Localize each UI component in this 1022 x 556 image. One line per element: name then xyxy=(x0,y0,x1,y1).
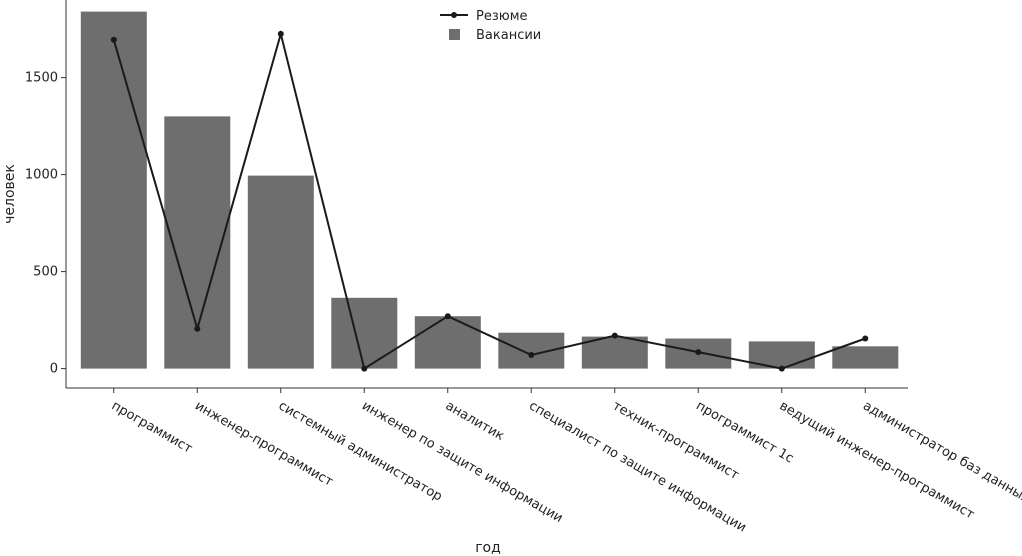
y-tick-label: 1500 xyxy=(25,71,58,86)
bar xyxy=(247,175,314,369)
line-point xyxy=(695,349,702,356)
bar xyxy=(414,316,481,369)
legend-label-resume: Резюме xyxy=(476,9,528,24)
y-ticks-group: 0 500 1000 1500 xyxy=(25,71,66,377)
bar xyxy=(80,11,147,369)
line-point xyxy=(361,365,368,372)
line-point xyxy=(444,313,451,320)
x-axis-title: год xyxy=(475,540,501,556)
x-ticks-group: программистинженер-программистсистемный … xyxy=(109,388,1022,536)
y-tick-label: 0 xyxy=(50,362,58,377)
legend-line-marker xyxy=(451,12,457,18)
y-tick-label: 500 xyxy=(33,265,58,280)
legend-label-vacancies: Вакансии xyxy=(476,28,541,43)
line-point xyxy=(862,335,869,342)
legend-bar-swatch xyxy=(449,29,460,40)
line-point xyxy=(778,365,785,372)
x-tick-label: аналитик xyxy=(443,398,507,444)
x-tick-label: инженер-программист xyxy=(192,398,336,490)
line-series-group xyxy=(110,30,869,372)
y-tick-label: 1000 xyxy=(25,168,58,183)
bars-group xyxy=(80,11,899,369)
bar xyxy=(331,297,398,369)
line-point xyxy=(611,332,618,339)
line-point xyxy=(110,36,117,43)
resume-line xyxy=(112,30,866,371)
legend: Резюме Вакансии xyxy=(440,9,541,43)
x-tick-label: программист xyxy=(109,398,195,456)
x-tick-label: системный администратор xyxy=(276,398,445,504)
bar xyxy=(581,336,648,369)
axes-group xyxy=(65,0,908,389)
bar xyxy=(832,346,899,369)
line-point xyxy=(277,30,284,37)
y-axis-title: человек xyxy=(2,164,18,224)
line-point xyxy=(528,352,535,358)
line-point xyxy=(194,325,201,332)
